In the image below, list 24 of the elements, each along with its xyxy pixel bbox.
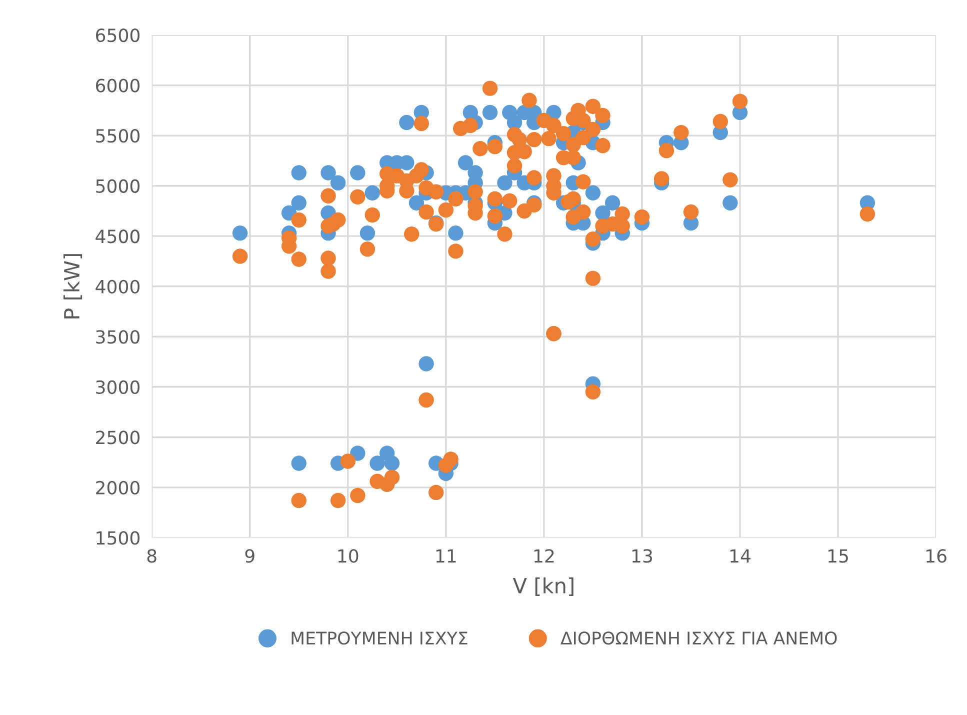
y-tick-label: 2000 — [96, 480, 140, 495]
x-tick-label: 15 — [828, 549, 848, 563]
y-tick-label: 5000 — [96, 179, 140, 193]
x-tick-label: 14 — [730, 549, 750, 563]
y-tick-label: 5500 — [96, 129, 140, 143]
x-axis-title: V [kn] — [512, 577, 574, 596]
x-tick-label: 11 — [436, 549, 456, 563]
y-axis-title: P [kW] — [63, 254, 82, 318]
y-tick-label: 6500 — [96, 28, 140, 42]
y-tick-label: 1500 — [96, 531, 140, 545]
x-tick-label: 8 — [147, 549, 156, 563]
x-tick-label: 10 — [338, 549, 358, 563]
x-tick-label: 12 — [534, 549, 554, 563]
x-tick-label: 9 — [245, 549, 254, 563]
y-tick-label: 2500 — [96, 430, 140, 444]
y-tick-label: 4500 — [96, 230, 140, 244]
legend-label: ΜΕΤΡΟΥΜΕΝΗ ΙΣΧΥΣ — [292, 632, 468, 645]
y-tick-label: 6000 — [96, 78, 140, 92]
y-tick-label: 3000 — [96, 380, 140, 394]
y-tick-label: 3500 — [96, 330, 140, 344]
y-tick-label: 4000 — [96, 280, 140, 294]
x-tick-label: 13 — [632, 549, 652, 563]
legend-label: ΔΙΟΡΘΩΜΕΝΗ ΙΣΧΥΣ ΓΙΑ ΑΝΕΜΟ — [560, 632, 837, 645]
x-tick-label: 16 — [926, 549, 946, 563]
